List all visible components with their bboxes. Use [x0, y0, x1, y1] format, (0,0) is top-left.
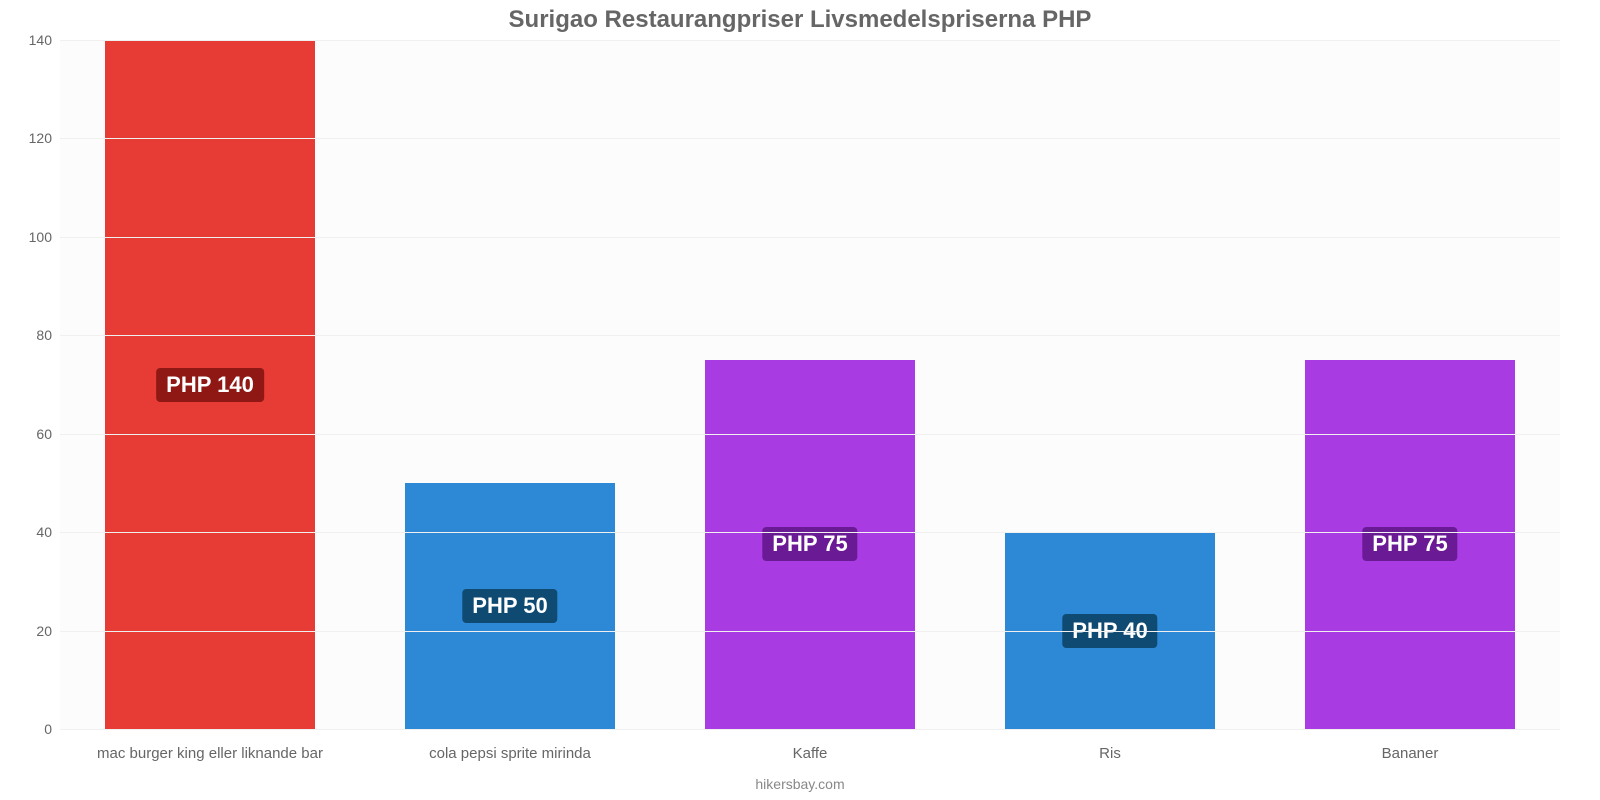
- bar-value-label: PHP 140: [156, 368, 264, 402]
- y-tick-label: 40: [12, 524, 52, 540]
- y-tick-label: 20: [12, 623, 52, 639]
- gridline: [60, 237, 1560, 238]
- gridline: [60, 434, 1560, 435]
- bar: PHP 140: [105, 40, 315, 729]
- x-tick-label: Kaffe: [660, 745, 960, 762]
- bar: PHP 75: [705, 360, 915, 729]
- gridline: [60, 729, 1560, 730]
- bar-slot: PHP 40: [960, 40, 1260, 729]
- y-tick-label: 60: [12, 426, 52, 442]
- x-tick-label: mac burger king eller liknande bar: [60, 745, 360, 762]
- bar-slot: PHP 75: [1260, 40, 1560, 729]
- chart-title: Surigao Restaurangpriser Livsmedelsprise…: [0, 0, 1600, 34]
- gridline: [60, 532, 1560, 533]
- bar: PHP 75: [1305, 360, 1515, 729]
- x-tick-label: Bananer: [1260, 745, 1560, 762]
- y-tick-label: 0: [12, 721, 52, 737]
- plot-area: PHP 140PHP 50PHP 75PHP 40PHP 75 02040608…: [60, 40, 1560, 730]
- bar-value-label: PHP 50: [462, 589, 557, 623]
- y-tick-label: 80: [12, 327, 52, 343]
- y-tick-label: 100: [12, 229, 52, 245]
- bar: PHP 50: [405, 483, 615, 729]
- gridline: [60, 138, 1560, 139]
- chart-footer: hikersbay.com: [0, 776, 1600, 792]
- bar-slot: PHP 75: [660, 40, 960, 729]
- bar-slot: PHP 140: [60, 40, 360, 729]
- gridline: [60, 40, 1560, 41]
- y-tick-label: 120: [12, 130, 52, 146]
- bars-container: PHP 140 PHP 50 PHP 75PHP 40PHP 75: [60, 40, 1560, 729]
- x-tick-label: cola pepsi sprite mirinda: [360, 745, 660, 762]
- chart-area: PHP 140PHP 50PHP 75PHP 40PHP 75 02040608…: [60, 40, 1560, 730]
- bar-slot: PHP 50: [360, 40, 660, 729]
- gridline: [60, 631, 1560, 632]
- x-axis-labels: mac burger king eller liknande barcola p…: [60, 745, 1560, 762]
- gridline: [60, 335, 1560, 336]
- y-tick-label: 140: [12, 32, 52, 48]
- x-tick-label: Ris: [960, 745, 1260, 762]
